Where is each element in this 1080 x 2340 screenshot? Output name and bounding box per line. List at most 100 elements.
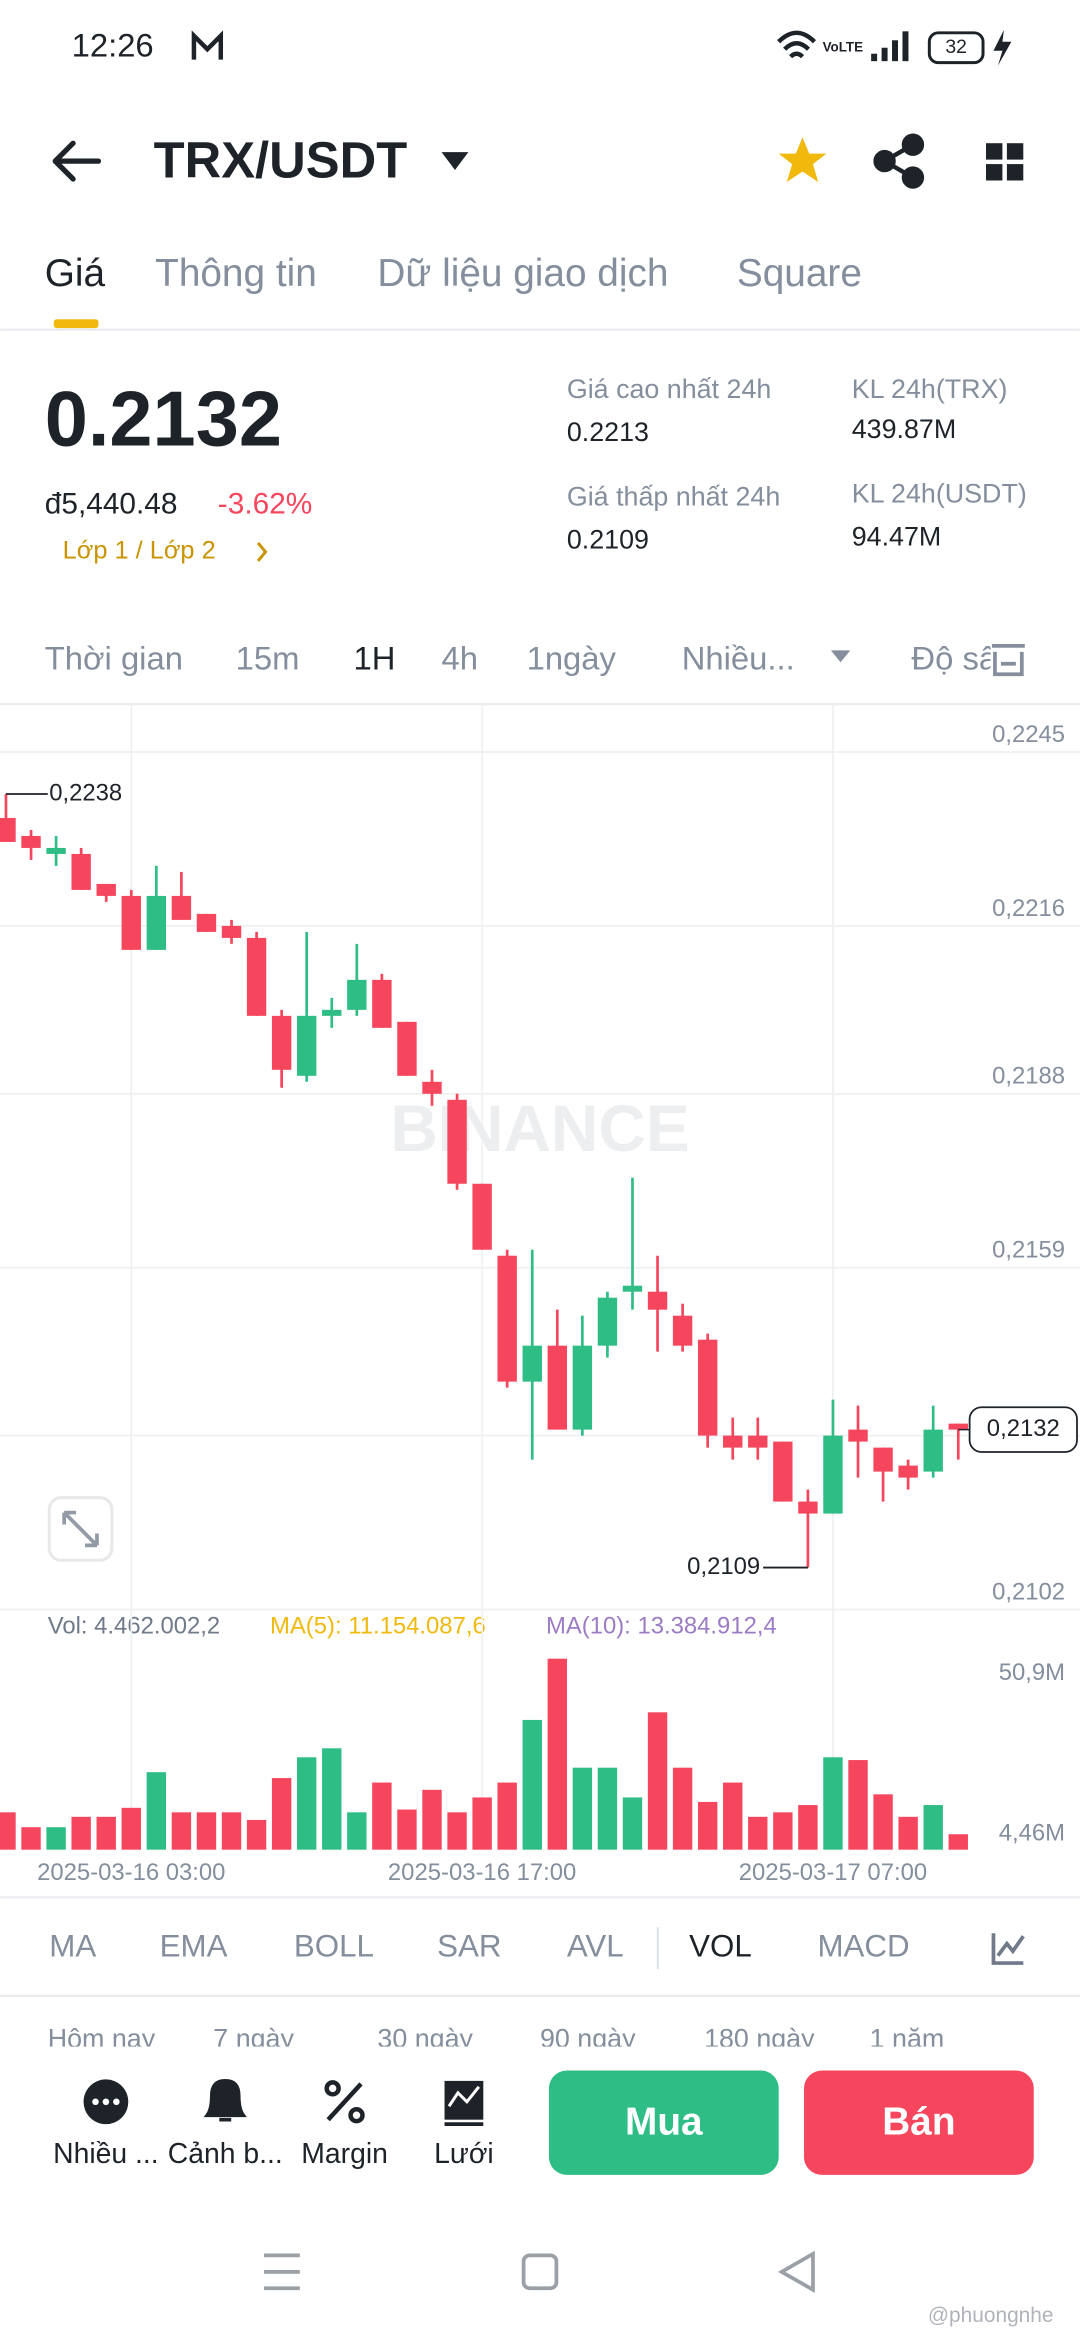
volume-bar bbox=[297, 1757, 317, 1850]
volume-bar bbox=[848, 1760, 868, 1850]
layout-button[interactable] bbox=[986, 143, 1024, 181]
indicator-tab[interactable]: SAR bbox=[437, 1928, 501, 1963]
nav-back[interactable] bbox=[777, 2250, 815, 2293]
volume-bar bbox=[898, 1816, 918, 1850]
favorite-button[interactable] bbox=[778, 137, 827, 182]
tab[interactable]: Giá bbox=[45, 252, 106, 295]
candle-body bbox=[472, 1183, 492, 1250]
action-label[interactable]: Cảnh b... bbox=[168, 2138, 283, 2170]
volume-bar bbox=[447, 1812, 467, 1850]
candle-body bbox=[221, 925, 242, 938]
volume-bar bbox=[146, 1772, 167, 1850]
volume-bar bbox=[472, 1797, 492, 1850]
candle-body bbox=[572, 1345, 593, 1430]
action-label[interactable]: Lưới bbox=[434, 2138, 494, 2170]
volume-bar bbox=[422, 1789, 442, 1850]
interval[interactable]: 1ngày bbox=[527, 639, 617, 676]
indicator-tab[interactable]: BOLL bbox=[294, 1928, 374, 1963]
nav-home[interactable] bbox=[521, 2253, 559, 2291]
candle-body bbox=[898, 1465, 918, 1478]
volume-bar bbox=[322, 1748, 342, 1850]
volume-bar bbox=[221, 1812, 242, 1850]
y-tick-label: 0,2216 bbox=[992, 895, 1065, 922]
fullscreen-button[interactable] bbox=[47, 1496, 114, 1562]
indicator-tab[interactable]: MACD bbox=[817, 1928, 909, 1963]
mail-icon bbox=[191, 30, 224, 60]
buy-label[interactable]: Mua bbox=[625, 2100, 703, 2143]
candle-body bbox=[271, 1015, 292, 1070]
indicator-tab[interactable]: VOL bbox=[689, 1928, 752, 1963]
volume-bar bbox=[522, 1719, 542, 1850]
battery-icon bbox=[927, 31, 985, 65]
volume-bar bbox=[798, 1805, 818, 1850]
indicator-tab[interactable]: MA bbox=[49, 1928, 96, 1963]
back-button[interactable] bbox=[52, 140, 102, 182]
candle-body bbox=[823, 1435, 843, 1514]
candle-body bbox=[297, 1015, 317, 1076]
volume-bar bbox=[547, 1658, 567, 1850]
y-tick-label: 0,2245 bbox=[992, 721, 1065, 748]
volume-bar bbox=[773, 1812, 793, 1850]
interval[interactable]: 1H bbox=[354, 639, 396, 676]
volume-bar bbox=[622, 1797, 643, 1850]
more-icon bbox=[83, 2079, 129, 2125]
interval[interactable]: Nhiều... bbox=[682, 639, 795, 676]
pair-dropdown[interactable] bbox=[441, 152, 469, 171]
x-tick-label: 2025-03-16 03:00 bbox=[37, 1859, 225, 1886]
interval-dropdown[interactable] bbox=[830, 650, 851, 663]
interval[interactable]: Thời gian bbox=[45, 639, 183, 676]
stat-value: 439.87M bbox=[852, 414, 956, 444]
charging-icon bbox=[993, 29, 1012, 66]
candle-body bbox=[748, 1435, 768, 1448]
candle-body bbox=[347, 979, 367, 1010]
volume-bar bbox=[246, 1819, 267, 1850]
legend-entry: MA(10): 13.384.912,4 bbox=[546, 1613, 777, 1640]
stat-label: KL 24h(USDT) bbox=[852, 478, 1027, 508]
y-tick-label: 0,2188 bbox=[992, 1063, 1065, 1090]
candle-body bbox=[96, 883, 116, 896]
y-tick-label: 0,2102 bbox=[992, 1578, 1065, 1605]
tab[interactable]: Thông tin bbox=[155, 252, 317, 295]
pair-title[interactable]: TRX/USDT bbox=[154, 131, 408, 188]
action-label[interactable]: Nhiều ... bbox=[53, 2138, 158, 2170]
candle-body bbox=[246, 937, 267, 1016]
volume-bar bbox=[71, 1816, 91, 1850]
candle-body bbox=[322, 1009, 342, 1016]
indicator-settings[interactable] bbox=[991, 1933, 1025, 1965]
tab[interactable]: Dữ liệu giao dịch bbox=[377, 252, 668, 295]
x-tick-label: 2025-03-16 17:00 bbox=[388, 1859, 576, 1886]
interval[interactable]: 4h bbox=[442, 639, 478, 676]
candle-body bbox=[71, 853, 91, 890]
volume-bar bbox=[0, 1812, 16, 1850]
candle-body bbox=[447, 1099, 467, 1184]
nav-menu[interactable] bbox=[264, 2253, 300, 2291]
volume-bar bbox=[748, 1816, 768, 1850]
indicator-tab[interactable]: EMA bbox=[160, 1928, 228, 1963]
share-button[interactable] bbox=[873, 133, 925, 189]
stat-value: 94.47M bbox=[852, 522, 942, 552]
candle-body bbox=[622, 1285, 643, 1292]
indicator-tab[interactable]: AVL bbox=[567, 1928, 624, 1963]
candle-body bbox=[597, 1297, 618, 1346]
y-tick-label: 4,46M bbox=[999, 1820, 1065, 1847]
stat-label: KL 24h(TRX) bbox=[852, 374, 1008, 404]
volume-bar bbox=[647, 1712, 668, 1850]
chart-watermark: BINANCE bbox=[391, 1092, 690, 1165]
candle-body bbox=[647, 1291, 668, 1310]
tab[interactable]: Square bbox=[737, 252, 862, 295]
action-label[interactable]: Margin bbox=[301, 2138, 388, 2170]
volume-bar bbox=[723, 1782, 743, 1850]
candle-body bbox=[21, 835, 41, 848]
sell-label[interactable]: Bán bbox=[882, 2100, 955, 2143]
candle-body bbox=[522, 1345, 542, 1382]
grid-icon bbox=[444, 2080, 484, 2127]
volume-bar bbox=[948, 1834, 968, 1850]
layer-link[interactable]: Lớp 1 / Lớp 2 bbox=[63, 537, 216, 565]
interval[interactable]: 15m bbox=[236, 639, 300, 676]
candle-body bbox=[923, 1429, 943, 1472]
chart-settings-button[interactable] bbox=[990, 641, 1027, 678]
buy-button[interactable] bbox=[548, 2070, 779, 2175]
candle-body bbox=[848, 1429, 868, 1442]
last-price-box bbox=[968, 1406, 1078, 1453]
sell-button[interactable] bbox=[804, 2070, 1034, 2175]
